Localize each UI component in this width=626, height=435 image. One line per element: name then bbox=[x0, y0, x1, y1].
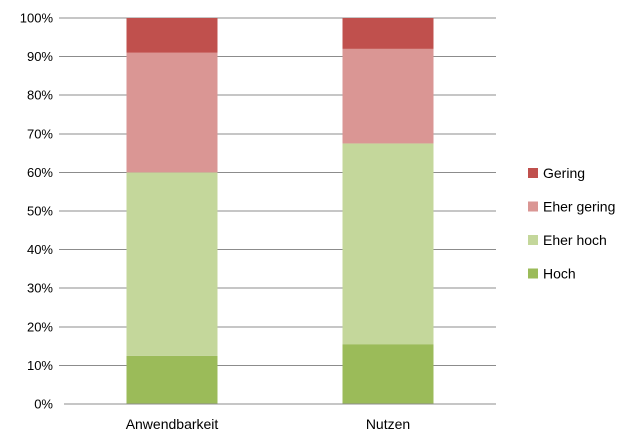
bar-segment-eher-gering-nutzen bbox=[342, 48, 434, 144]
bar-segment-gering-anwendbarkeit bbox=[126, 18, 218, 53]
legend: Gering Eher gering Eher hoch Hoch bbox=[528, 165, 615, 282]
y-axis-tick-labels: 0% 10% 20% 30% 40% 50% 60% 70% 80% 90% 100% bbox=[20, 11, 54, 412]
bars bbox=[126, 18, 434, 404]
y-tick-label: 10% bbox=[27, 358, 53, 373]
y-tick-label: 50% bbox=[27, 204, 53, 219]
x-tick-label: Nutzen bbox=[366, 416, 410, 432]
y-tick-label: 20% bbox=[27, 319, 53, 334]
legend-swatch-eher-hoch bbox=[528, 235, 538, 245]
bar-segment-eher-hoch-anwendbarkeit bbox=[126, 172, 218, 356]
bar-segment-eher-hoch-nutzen bbox=[342, 143, 434, 345]
y-tick-label: 30% bbox=[27, 281, 53, 296]
legend-swatch-eher-gering bbox=[528, 201, 538, 212]
y-tick-label: 40% bbox=[27, 242, 53, 257]
bar-segment-hoch-anwendbarkeit bbox=[126, 355, 218, 404]
y-tick-label: 100% bbox=[20, 11, 54, 26]
y-tick-label: 70% bbox=[27, 126, 53, 141]
legend-label-gering: Gering bbox=[543, 165, 585, 181]
y-tick-label: 80% bbox=[27, 88, 53, 103]
x-axis-tick-labels: Anwendbarkeit Nutzen bbox=[126, 416, 410, 432]
y-tick-label: 60% bbox=[27, 165, 53, 180]
legend-label-eher-gering: Eher gering bbox=[543, 199, 615, 215]
x-tick-label: Anwendbarkeit bbox=[126, 416, 219, 432]
y-tick-label: 90% bbox=[27, 49, 53, 64]
legend-swatch-hoch bbox=[528, 268, 538, 279]
bar-segment-eher-gering-anwendbarkeit bbox=[126, 52, 218, 173]
bar-segment-gering-nutzen bbox=[342, 18, 434, 49]
y-tick-label: 0% bbox=[34, 397, 53, 412]
legend-label-eher-hoch: Eher hoch bbox=[543, 232, 607, 248]
legend-label-hoch: Hoch bbox=[543, 266, 576, 282]
legend-swatch-gering bbox=[528, 168, 538, 178]
bar-segment-hoch-nutzen bbox=[342, 344, 434, 404]
